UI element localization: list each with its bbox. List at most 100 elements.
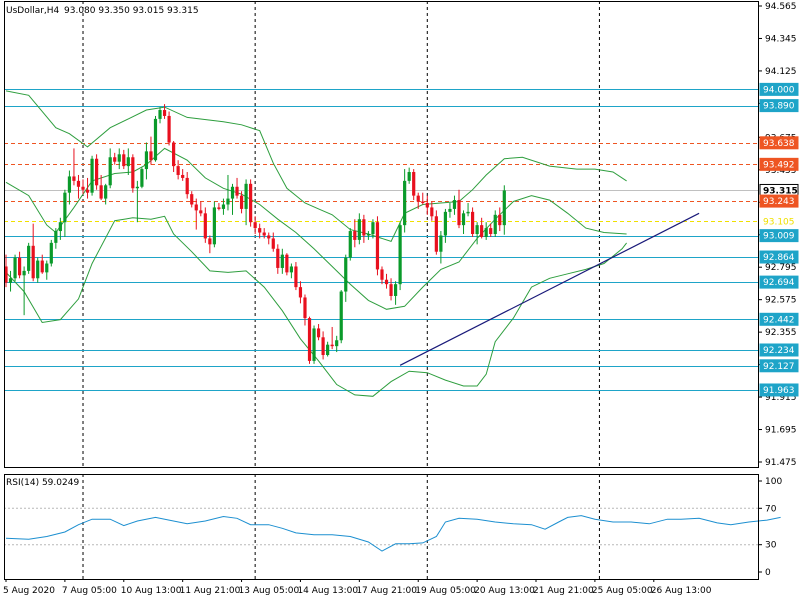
candle-body xyxy=(49,242,53,264)
candle-bearish xyxy=(262,228,266,239)
candle-bearish xyxy=(31,223,35,282)
candle-bearish xyxy=(113,152,117,165)
candle-body xyxy=(203,213,207,239)
candles xyxy=(4,104,506,364)
candle-bullish xyxy=(312,325,316,364)
candle-body xyxy=(457,200,461,226)
candle-bearish xyxy=(425,195,429,215)
candle-body xyxy=(199,210,203,214)
candle-body xyxy=(144,151,149,170)
candle-body xyxy=(258,228,262,233)
price-level-tag-label: 93.009 xyxy=(763,232,795,242)
candle-body xyxy=(221,204,226,209)
candle-body xyxy=(235,186,239,196)
candle-bearish xyxy=(76,174,81,199)
candle-body xyxy=(339,291,343,341)
candle-body xyxy=(117,154,121,162)
candle-body xyxy=(253,222,257,229)
candle-body xyxy=(85,189,90,193)
price-tick-label: 94.125 xyxy=(765,67,797,77)
candle-body xyxy=(335,340,339,347)
candle-bearish xyxy=(489,223,493,237)
candle-body xyxy=(185,177,189,195)
price-tick-label: 92.575 xyxy=(765,296,797,306)
axes: 94.56594.34594.12593.90593.67593.45593.2… xyxy=(3,2,799,596)
candle-bearish xyxy=(258,223,262,239)
price-level-tag-label: 93.492 xyxy=(763,160,795,170)
candle-bearish xyxy=(235,177,239,199)
price-level-tag-bg xyxy=(759,194,799,208)
price-level-tag-bg xyxy=(759,136,799,150)
price-level-tag-bg xyxy=(759,157,799,171)
candle-body xyxy=(13,257,17,279)
candle-body xyxy=(316,328,321,338)
candle-body xyxy=(393,284,398,296)
candle-bearish xyxy=(389,278,393,301)
candle-bullish xyxy=(108,148,112,189)
price-level-tag-label: 92.864 xyxy=(763,253,795,263)
candle-body xyxy=(443,211,448,236)
price-level-tag-label: 91.963 xyxy=(763,386,795,396)
price-tick-label: 92.795 xyxy=(765,263,797,273)
candle-body xyxy=(498,214,502,226)
candle-bullish xyxy=(339,290,343,344)
candle-bullish xyxy=(153,115,158,162)
candle-body xyxy=(321,337,325,356)
candle-bearish xyxy=(434,210,438,255)
candle-body xyxy=(380,269,384,280)
candle-bullish xyxy=(49,239,53,267)
candle-bullish xyxy=(212,201,216,248)
price-level-tag-label: 92.234 xyxy=(763,346,795,356)
candle-body xyxy=(31,245,35,279)
support-trendline xyxy=(399,212,700,366)
candle-bullish xyxy=(452,195,457,215)
candle-bearish xyxy=(249,179,253,227)
price-level-tag: 93.243 xyxy=(759,194,799,208)
candle-bearish xyxy=(190,191,194,208)
candle-bearish xyxy=(167,111,171,146)
candle-bearish xyxy=(253,216,257,234)
price-level-tag-bg xyxy=(759,359,799,373)
candle-body xyxy=(8,278,13,283)
candle-bullish xyxy=(439,231,443,264)
candle-bearish xyxy=(208,235,212,254)
price-level-tag-label: 94.000 xyxy=(763,85,795,95)
candle-body xyxy=(230,186,235,199)
candle-body xyxy=(475,225,479,234)
price-level-tag: 92.694 xyxy=(759,275,799,289)
candle-bearish xyxy=(199,201,203,217)
candle-bullish xyxy=(63,189,67,237)
price-level-tag-label: 92.127 xyxy=(763,362,795,372)
candle-bullish xyxy=(326,341,330,357)
candle-bearish xyxy=(81,179,85,195)
price-level-tag: 93.009 xyxy=(759,229,799,243)
candle-bullish xyxy=(27,242,31,274)
candle-bearish xyxy=(294,262,298,291)
candle-body xyxy=(294,266,298,288)
candle-bullish xyxy=(45,260,49,280)
candle-bearish xyxy=(17,251,22,279)
candle-bullish xyxy=(244,179,248,226)
price-tick-label: 91.475 xyxy=(765,458,797,468)
candle-bearish xyxy=(276,244,280,274)
candle-body xyxy=(461,213,466,226)
candle-body xyxy=(412,172,416,196)
price-tick-label: 92.355 xyxy=(765,328,797,338)
candle-body xyxy=(389,284,393,296)
candle-body xyxy=(407,172,411,181)
candle-body xyxy=(366,234,370,236)
price-level-tag-bg xyxy=(759,99,799,113)
time-tick-label: 7 Aug 05:00 xyxy=(62,586,117,596)
candle-body xyxy=(45,263,49,273)
candle-bullish xyxy=(348,228,352,261)
ohlc-readout: 93.080 93.350 93.015 93.315 xyxy=(64,6,199,16)
candle-body xyxy=(149,151,153,161)
price-level-tag: 94.000 xyxy=(759,82,799,96)
candle-bullish xyxy=(289,263,293,279)
candle-body xyxy=(344,257,348,292)
candle-bullish xyxy=(407,167,411,184)
candle-body xyxy=(162,110,167,116)
rsi-tick-label: 30 xyxy=(765,541,777,551)
candle-bearish xyxy=(412,169,416,201)
candle-bullish xyxy=(226,174,230,211)
